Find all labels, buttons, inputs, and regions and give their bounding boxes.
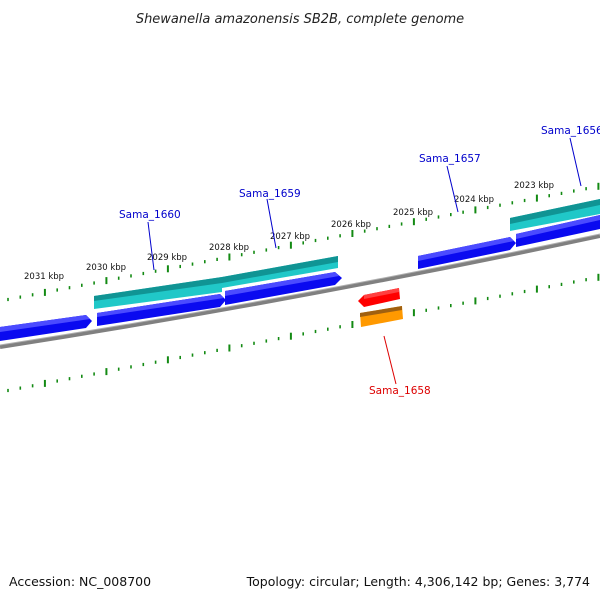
gene-label-sama-1658[interactable]: Sama_1658: [369, 385, 431, 397]
leader-sama-1660: [147, 221, 155, 271]
gene-arrow-left-edge[interactable]: [0, 315, 92, 341]
gene-label-sama-1660[interactable]: Sama_1660: [119, 209, 181, 221]
cds-sama-1659[interactable]: [222, 256, 338, 288]
gene-label-sama-1659[interactable]: Sama_1659: [239, 188, 301, 200]
scale-label-2027: 2027 kbp: [270, 232, 310, 242]
forward-tick-row: [7, 182, 600, 302]
gene-label-sama-1656[interactable]: Sama_1656: [541, 125, 600, 137]
genome-summary-text: Topology: circular; Length: 4,306,142 bp…: [246, 574, 590, 589]
leader-sama-1656: [569, 137, 582, 187]
gene-sama-1656[interactable]: [516, 215, 600, 247]
scale-label-2030: 2030 kbp: [86, 263, 126, 273]
scale-label-2028: 2028 kbp: [209, 243, 249, 253]
scale-label-2026: 2026 kbp: [331, 220, 371, 230]
map-title: Shewanella amazonensis SB2B, complete ge…: [136, 12, 464, 27]
scale-label-2031: 2031 kbp: [24, 272, 64, 282]
leader-sama-1658: [383, 335, 397, 385]
gene-sama-1660[interactable]: [97, 294, 226, 326]
gene-sama-1657[interactable]: [418, 237, 516, 269]
leader-sama-1659: [266, 198, 277, 249]
genome-backbone-highlight: [0, 233, 600, 346]
cds-sama-1656[interactable]: [510, 199, 600, 231]
cds-sama-1660[interactable]: [94, 277, 222, 309]
scale-label-2029: 2029 kbp: [147, 253, 187, 263]
scale-label-2024: 2024 kbp: [454, 195, 494, 205]
scale-label-2023: 2023 kbp: [514, 181, 554, 191]
genome-backbone: [0, 234, 600, 349]
gene-sama-1658[interactable]: [358, 288, 400, 307]
cds-sama-1658[interactable]: [360, 306, 403, 327]
accession-text: Accession: NC_008700: [9, 574, 151, 589]
gene-label-sama-1657[interactable]: Sama_1657: [419, 153, 481, 165]
leader-sama-1657: [446, 165, 459, 213]
gene-sama-1659[interactable]: [225, 272, 342, 305]
scale-label-2025: 2025 kbp: [393, 208, 433, 218]
